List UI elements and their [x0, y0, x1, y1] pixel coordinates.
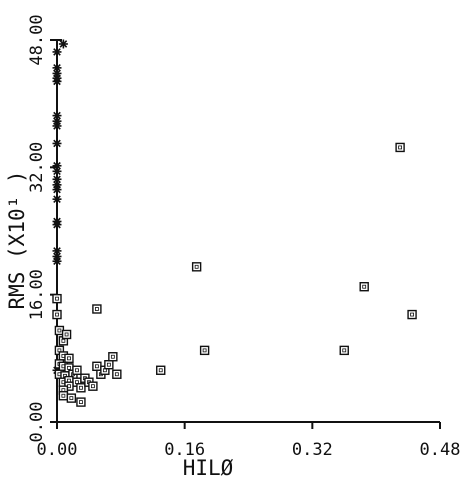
asterisk-marker	[52, 47, 62, 57]
square-marker	[64, 353, 74, 364]
y-tick-label: 16.00	[27, 269, 47, 320]
x-tick-label: 0.00	[37, 440, 78, 460]
square-marker	[72, 365, 82, 375]
y-tick-label: 32.00	[27, 142, 47, 193]
square-marker	[112, 369, 122, 379]
data-points	[52, 39, 417, 407]
y-axis-label: RMS (X10¹ )	[5, 170, 29, 309]
square-marker	[104, 360, 114, 370]
square-marker	[395, 142, 405, 153]
asterisk-marker	[52, 166, 62, 176]
square-marker	[52, 293, 62, 304]
square-marker	[199, 345, 210, 356]
square-marker	[58, 391, 69, 401]
square-marker	[108, 352, 118, 362]
asterisk-marker	[58, 39, 68, 49]
asterisk-marker	[52, 185, 62, 195]
asterisk-marker	[52, 256, 62, 266]
asterisk-marker	[52, 121, 62, 131]
square-marker	[92, 304, 102, 314]
square-marker	[339, 345, 349, 356]
asterisk-marker	[52, 194, 62, 204]
square-marker	[52, 309, 62, 320]
x-tick-label: 0.16	[164, 440, 205, 460]
square-marker	[92, 361, 102, 371]
y-tick-label: 0.00	[27, 402, 47, 443]
square-marker	[76, 383, 86, 393]
x-axis-ticks: 0.00 0.16 0.32 0.48	[37, 422, 461, 460]
asterisk-marker	[52, 161, 62, 171]
square-marker	[359, 282, 369, 292]
square-marker	[191, 262, 202, 272]
square-marker	[66, 393, 77, 403]
asterisk-marker	[52, 220, 62, 230]
y-axis-ticks: 0.00 16.00 32.00 48.00	[27, 14, 57, 442]
asterisk-marker	[52, 138, 62, 148]
square-marker	[88, 381, 98, 391]
y-tick-label: 48.00	[27, 14, 47, 65]
square-marker	[156, 365, 166, 375]
square-marker	[76, 397, 86, 407]
x-tick-label: 0.48	[420, 440, 461, 460]
square-marker	[407, 309, 417, 320]
x-axis-label: HILØ	[183, 456, 234, 479]
square-marker	[61, 329, 72, 340]
asterisk-marker	[52, 76, 62, 86]
x-tick-label: 0.32	[292, 440, 333, 460]
